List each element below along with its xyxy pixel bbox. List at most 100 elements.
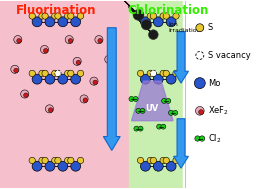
Circle shape [58,74,68,84]
Circle shape [195,106,204,115]
Circle shape [65,36,73,44]
Circle shape [68,13,74,19]
FancyArrow shape [174,119,188,168]
Circle shape [166,98,171,103]
Circle shape [29,157,35,164]
Circle shape [58,17,68,27]
Circle shape [68,157,74,164]
Text: Chlorination: Chlorination [127,4,209,17]
Circle shape [166,74,176,84]
Text: S: S [208,23,213,32]
Circle shape [150,157,157,164]
Circle shape [173,13,179,19]
Circle shape [141,20,152,30]
Circle shape [42,157,48,164]
Circle shape [199,110,204,115]
Circle shape [14,36,22,44]
Circle shape [68,70,74,77]
Circle shape [105,55,113,64]
Circle shape [58,161,68,171]
Circle shape [11,65,19,73]
Circle shape [153,161,163,171]
Circle shape [166,17,176,27]
Circle shape [108,58,112,63]
Circle shape [17,39,21,43]
Circle shape [147,157,153,164]
Circle shape [95,36,103,44]
Circle shape [140,161,150,171]
Circle shape [140,17,150,27]
Circle shape [163,13,169,19]
Circle shape [147,70,153,77]
Circle shape [162,98,167,103]
Circle shape [169,110,174,115]
Circle shape [68,39,73,43]
Circle shape [199,136,205,141]
Circle shape [173,110,178,115]
Circle shape [147,13,153,19]
Text: Cl$_2$: Cl$_2$ [208,132,221,145]
Circle shape [73,57,81,65]
Circle shape [45,17,55,27]
Circle shape [161,124,166,129]
Circle shape [52,70,58,77]
Circle shape [153,17,163,27]
Circle shape [196,51,204,59]
Circle shape [71,161,81,171]
Bar [0,1,129,188]
Circle shape [136,108,141,113]
Circle shape [149,30,158,40]
Circle shape [39,70,45,77]
Text: Mo: Mo [208,79,220,88]
Circle shape [71,74,81,84]
Circle shape [196,24,204,32]
Bar [129,1,193,188]
FancyArrow shape [103,28,120,150]
Circle shape [173,70,179,77]
Circle shape [166,161,176,171]
Circle shape [137,157,144,164]
Circle shape [71,17,81,27]
Circle shape [129,96,134,101]
Circle shape [78,13,84,19]
Polygon shape [132,81,173,121]
Circle shape [40,45,49,53]
Circle shape [160,70,166,77]
Circle shape [163,157,169,164]
Circle shape [140,108,145,113]
Circle shape [44,48,48,53]
Circle shape [150,13,157,19]
Circle shape [14,68,18,73]
Circle shape [21,90,29,98]
Circle shape [138,126,143,131]
Circle shape [39,13,45,19]
Text: UV: UV [146,104,159,113]
Circle shape [133,96,138,101]
FancyArrow shape [174,32,188,83]
Circle shape [45,105,54,113]
Circle shape [64,157,71,164]
Circle shape [93,80,97,85]
Circle shape [32,161,42,171]
Circle shape [195,136,200,141]
Text: Ion: Ion [168,22,178,27]
Circle shape [160,157,166,164]
Circle shape [78,157,84,164]
Circle shape [137,13,144,19]
Circle shape [140,74,150,84]
Circle shape [83,98,88,102]
Circle shape [42,13,48,19]
Circle shape [137,70,144,77]
Circle shape [98,39,102,43]
Circle shape [64,13,71,19]
Circle shape [157,124,162,129]
Circle shape [64,70,71,77]
Circle shape [48,108,53,112]
Text: Irradiation: Irradiation [168,28,201,33]
Circle shape [45,161,55,171]
Text: Fluorination: Fluorination [16,4,97,17]
Circle shape [29,13,35,19]
Circle shape [39,157,45,164]
Circle shape [160,13,166,19]
Circle shape [80,95,88,103]
